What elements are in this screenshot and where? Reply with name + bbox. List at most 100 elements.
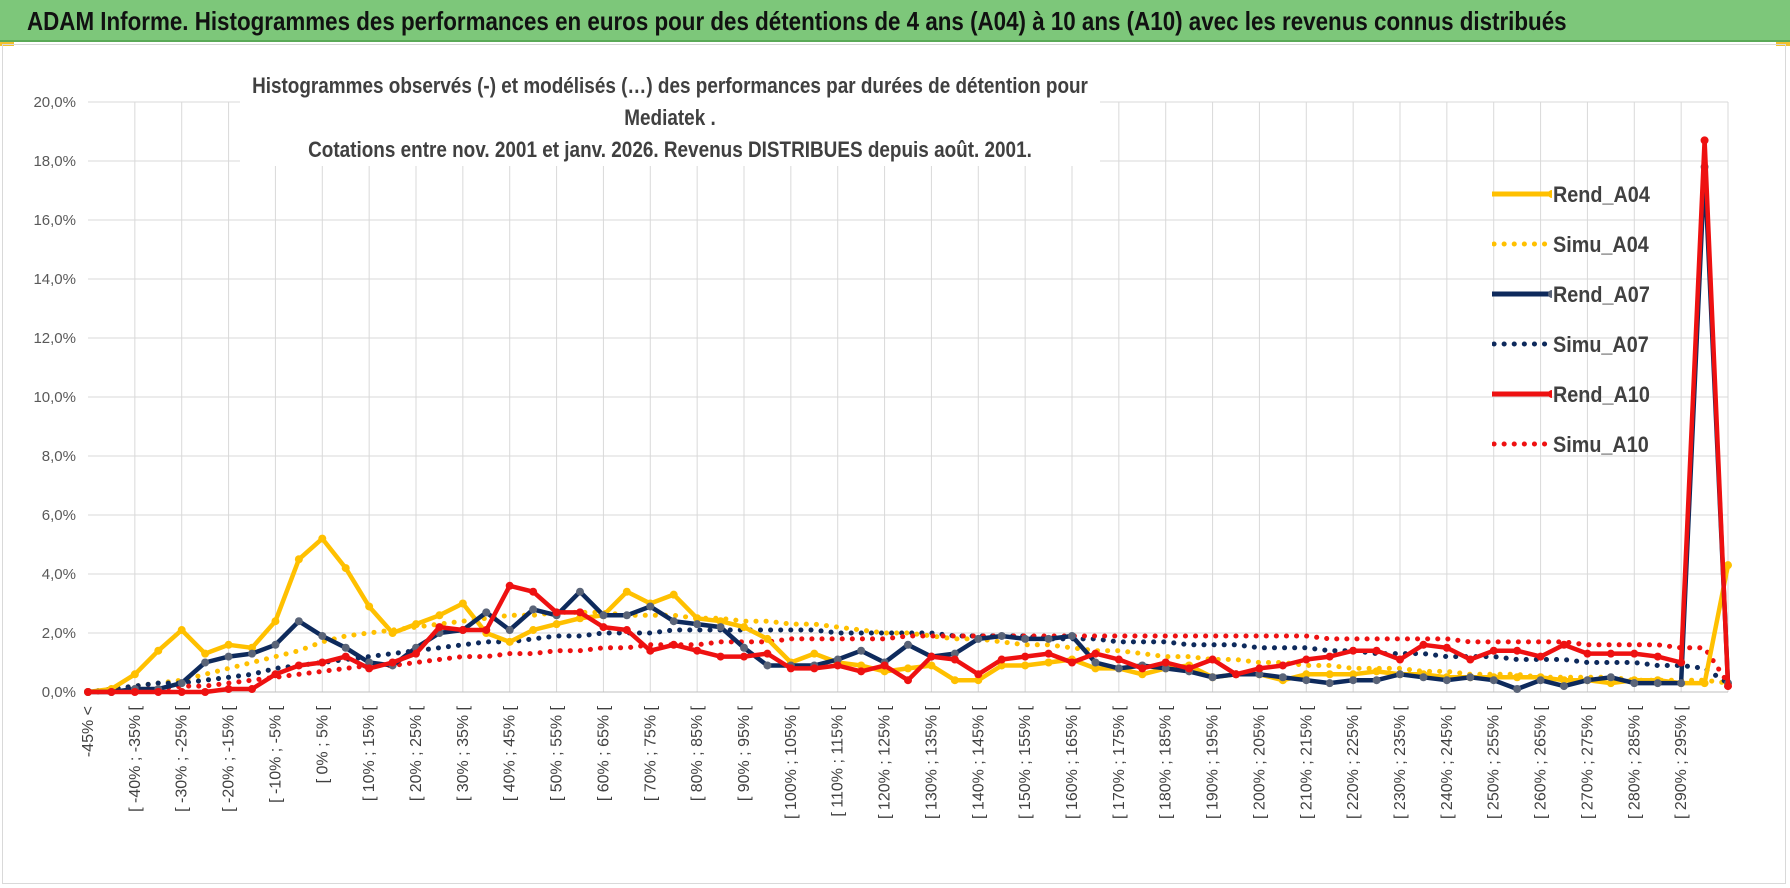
- point-rend-a04: [435, 611, 444, 620]
- x-tick-label: [ 220% ; 225% [: [1345, 705, 1362, 819]
- point-rend-a10: [997, 655, 1006, 664]
- point-rend-a04: [365, 602, 374, 611]
- point-rend-a10: [693, 646, 702, 655]
- point-rend-a04: [810, 649, 819, 658]
- point-rend-a04: [341, 564, 350, 573]
- y-tick-label: 20,0%: [33, 94, 76, 111]
- x-tick-label: [ 160% ; 165% [: [1064, 705, 1081, 819]
- x-tick-label: [ 150% ; 155% [: [1017, 705, 1034, 819]
- point-rend-a04: [318, 534, 327, 543]
- point-rend-a07: [224, 652, 233, 661]
- point-rend-a04: [974, 676, 983, 685]
- y-tick-label: 12,0%: [33, 330, 76, 347]
- point-rend-a07: [997, 631, 1006, 640]
- point-rend-a10: [1489, 646, 1498, 655]
- point-rend-a07: [318, 631, 327, 640]
- x-tick-label: [ -20% ; -15% [: [221, 705, 238, 811]
- chart-legend: Rend_A04 Simu_A04 Rend_A07 Simu_A07 Rend…: [1480, 174, 1670, 474]
- point-rend-a04: [1325, 670, 1334, 679]
- point-rend-a07: [1208, 673, 1217, 682]
- point-rend-a07: [1091, 658, 1100, 667]
- legend-item-simu-a07: Simu_A07: [1480, 324, 1670, 374]
- point-rend-a07: [1372, 676, 1381, 685]
- point-rend-a07: [1325, 679, 1334, 688]
- point-rend-a10: [1302, 655, 1311, 664]
- point-rend-a04: [857, 661, 866, 670]
- point-rend-a07: [1349, 676, 1358, 685]
- point-rend-a07: [1161, 664, 1170, 673]
- point-rend-a10: [1325, 652, 1334, 661]
- point-rend-a04: [1700, 679, 1709, 688]
- x-tick-label: [ -40% ; -35% [: [127, 705, 144, 811]
- point-rend-a10: [740, 652, 748, 661]
- point-rend-a04: [1091, 664, 1100, 673]
- point-rend-a07: [763, 661, 772, 670]
- point-rend-a10: [786, 664, 795, 673]
- point-rend-a10: [1396, 655, 1404, 664]
- point-rend-a07: [1653, 679, 1662, 688]
- point-rend-a04: [154, 646, 163, 655]
- point-rend-a07: [529, 605, 538, 614]
- point-rend-a07: [1606, 673, 1615, 682]
- x-tick-label: [ 60% ; 65% [: [595, 705, 612, 801]
- point-rend-a04: [622, 587, 631, 596]
- point-rend-a04: [927, 661, 936, 670]
- x-tick-label: [ -10% ; -5% [: [267, 705, 284, 802]
- point-rend-a07: [248, 649, 256, 658]
- point-rend-a10: [1583, 649, 1592, 658]
- point-rend-a07: [271, 640, 280, 649]
- x-tick-label: [ 70% ; 75% [: [642, 705, 659, 801]
- x-tick-label: [ 50% ; 55% [: [549, 705, 566, 801]
- legend-item-rend-a10: Rend_A10: [1480, 374, 1670, 424]
- legend-swatch-rend-a04: [1492, 190, 1552, 198]
- point-rend-a07: [1466, 673, 1475, 682]
- point-rend-a07: [974, 634, 983, 643]
- chart-title-line1: Histogrammes observés (-) et modélisés (…: [252, 73, 1088, 130]
- point-rend-a07: [1442, 676, 1451, 685]
- point-rend-a07: [833, 655, 842, 664]
- y-tick-label: 0,0%: [42, 684, 76, 701]
- point-rend-a10: [341, 652, 350, 661]
- point-rend-a10: [833, 661, 842, 670]
- point-rend-a04: [552, 620, 561, 629]
- point-rend-a07: [1630, 679, 1639, 688]
- x-tick-label: [ 280% ; 285% [: [1626, 705, 1643, 819]
- point-rend-a10: [1278, 661, 1287, 670]
- point-rend-a10: [248, 685, 256, 694]
- x-tick-label: [ 110% ; 115% [: [830, 705, 847, 816]
- point-rend-a07: [201, 658, 210, 667]
- point-rend-a04: [412, 620, 420, 629]
- legend-item-simu-a10: Simu_A10: [1480, 424, 1670, 474]
- chart-title-line2: Cotations entre nov. 2001 et janv. 2026.…: [308, 137, 1032, 162]
- point-rend-a07: [599, 611, 608, 620]
- series-layer: [84, 136, 1732, 696]
- point-rend-a07: [669, 617, 678, 626]
- x-tick-label: [ 140% ; 145% [: [970, 705, 987, 819]
- x-tick-label: -45% <: [80, 706, 97, 757]
- point-rend-a10: [318, 658, 327, 667]
- point-rend-a10: [294, 661, 303, 670]
- point-rend-a10: [458, 626, 467, 635]
- point-rend-a07: [1513, 685, 1522, 694]
- x-tick-label: [ 40% ; 45% [: [502, 705, 519, 801]
- point-rend-a10: [1653, 652, 1662, 661]
- point-rend-a04: [1302, 670, 1311, 679]
- legend-label-rend-a10: Rend_A10: [1553, 382, 1650, 407]
- point-rend-a10: [154, 688, 163, 696]
- point-rend-a04: [950, 676, 959, 685]
- point-rend-a04: [1349, 670, 1358, 679]
- point-rend-a07: [1536, 676, 1545, 685]
- point-rend-a10: [1700, 136, 1709, 145]
- x-tick-label: [ 230% ; 235% [: [1392, 705, 1409, 819]
- point-rend-a10: [1161, 658, 1170, 667]
- x-tick-label: [ 200% ; 205% [: [1251, 705, 1268, 819]
- x-tick-label: [ -30% ; -25% [: [174, 705, 191, 811]
- point-rend-a10: [107, 688, 116, 696]
- report-banner: ADAM Informe. Histogrammes des performan…: [0, 0, 1790, 42]
- legend-swatch-rend-a07: [1492, 290, 1552, 298]
- point-rend-a04: [740, 623, 748, 632]
- point-rend-a07: [482, 608, 491, 617]
- point-rend-a04: [1724, 561, 1732, 570]
- x-tick-label: [ 10% ; 15% [: [361, 705, 378, 801]
- point-rend-a04: [1513, 673, 1522, 682]
